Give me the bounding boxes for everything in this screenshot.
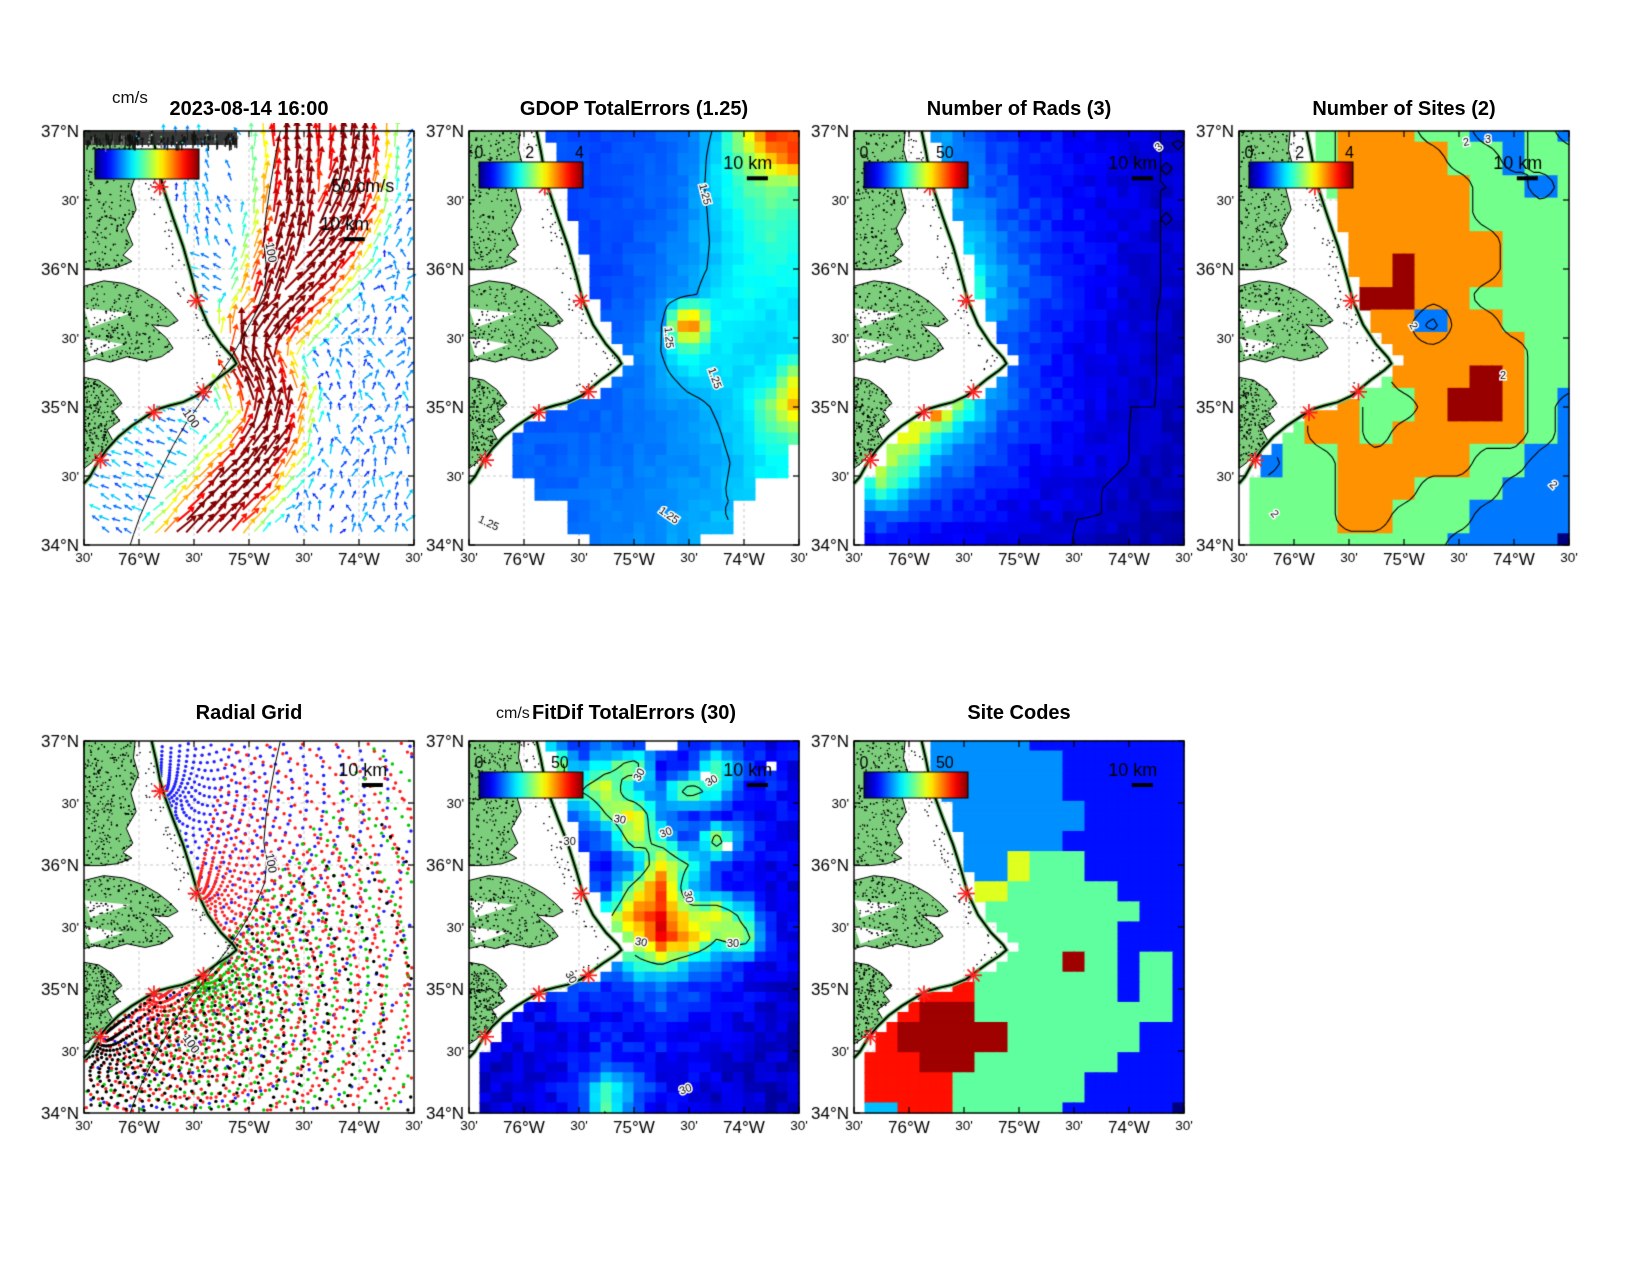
panel-title-surface-currents: 2023-08-14 16:00 bbox=[169, 98, 329, 120]
site-codes-map-canvas bbox=[784, 733, 1230, 1153]
panel-title-number-of-sites: Number of Sites (2) bbox=[1312, 98, 1496, 120]
gdop-totalerrors-map-canvas bbox=[399, 123, 845, 585]
panel-title-radial-grid: Radial Grid bbox=[195, 702, 303, 724]
panel-title-site-codes: Site Codes bbox=[967, 702, 1071, 724]
radial-grid-map-canvas bbox=[14, 733, 460, 1153]
panel-title-fitdif-totalerrors: FitDif TotalErrors (30) bbox=[531, 702, 737, 724]
surface-current-vector-map-canvas bbox=[14, 123, 460, 585]
number-of-rads-map-canvas bbox=[784, 123, 1230, 585]
panel-title-number-of-rads: Number of Rads (3) bbox=[926, 98, 1112, 120]
panel-title-gdop-totalerrors: GDOP TotalErrors (1.25) bbox=[519, 98, 749, 120]
number-of-sites-map-canvas bbox=[1169, 123, 1615, 585]
colorbar-units-label-currents: cm/s bbox=[112, 88, 148, 107]
colorbar-units-label-fitdif: cm/s bbox=[496, 705, 530, 722]
fitdif-totalerrors-map-canvas bbox=[399, 733, 845, 1153]
